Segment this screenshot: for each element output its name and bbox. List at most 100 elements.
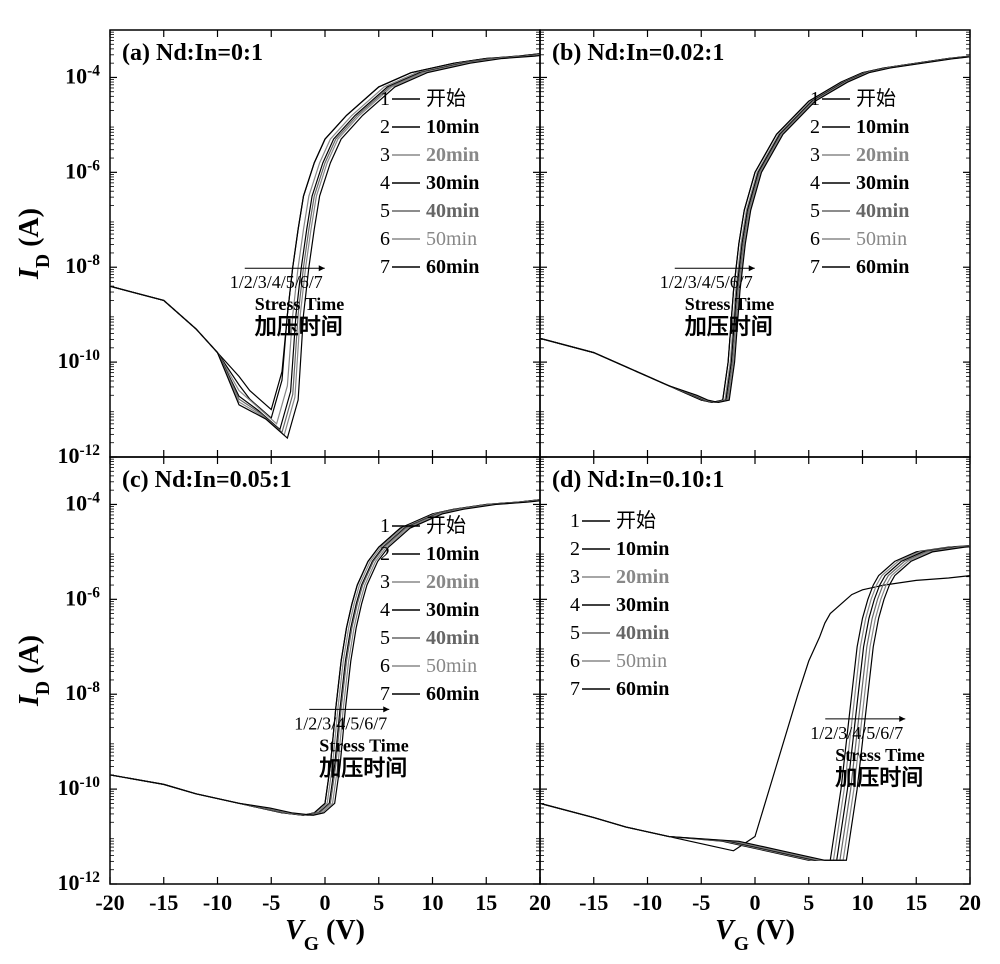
svg-text:1: 1 [380, 515, 390, 537]
svg-text:10-6: 10-6 [65, 157, 100, 184]
svg-text:10-6: 10-6 [65, 584, 100, 611]
series-numbers-label: 1/2/3/4/5/6/7 [810, 723, 903, 743]
legend-item-label: 50min [856, 228, 907, 250]
svg-text:10-10: 10-10 [57, 774, 100, 801]
curve-2 [540, 542, 990, 860]
panel-d-legend: 1开始210min320min430min540min650min760min [570, 509, 669, 700]
panel-b-title: (b) Nd:In=0.02:1 [552, 40, 724, 66]
legend-item-label: 20min [616, 566, 669, 588]
legend-item-label: 10min [426, 543, 479, 565]
svg-text:10-12: 10-12 [57, 442, 100, 469]
svg-text:3: 3 [380, 144, 390, 166]
svg-text:10-10: 10-10 [57, 347, 100, 374]
svg-text:ID (A): ID (A) [14, 208, 54, 280]
svg-text:ID (A): ID (A) [14, 635, 54, 707]
panel-a: 10-1210-1010-810-610-4(a) Nd:In=0:11/2/3… [57, 30, 556, 468]
svg-text:10-4: 10-4 [65, 62, 100, 89]
stress-time-label-cn: 加压时间 [684, 314, 773, 339]
panel-d: -15-10-505101520(d) Nd:In=0.10:11/2/3/4/… [540, 457, 990, 915]
svg-text:10-4: 10-4 [65, 489, 100, 516]
curve-6 [540, 56, 975, 402]
curve-4 [110, 54, 549, 430]
svg-text:6: 6 [380, 655, 390, 677]
legend-item-label: 开始 [426, 87, 466, 110]
legend-item-label: 40min [426, 627, 479, 649]
svg-text:5: 5 [380, 200, 390, 222]
svg-text:6: 6 [810, 228, 820, 250]
legend-item-label: 60min [856, 256, 909, 278]
stress-time-label-cn: 加压时间 [254, 314, 343, 339]
svg-text:-10: -10 [203, 890, 232, 915]
svg-text:15: 15 [905, 890, 927, 915]
panel-c-legend: 1开始210min320min430min540min650min760min [380, 514, 479, 705]
curve-6 [110, 54, 553, 435]
curve-4 [540, 56, 973, 402]
stress-time-label-en: Stress Time [255, 294, 345, 314]
svg-text:4: 4 [380, 172, 390, 194]
svg-text:-5: -5 [262, 890, 280, 915]
legend-item-label: 60min [426, 683, 479, 705]
svg-text:2: 2 [380, 543, 390, 565]
svg-text:-10: -10 [633, 890, 662, 915]
panel-b-legend: 1开始210min320min430min540min650min760min [810, 87, 909, 278]
curve-5 [110, 54, 551, 433]
svg-text:2: 2 [570, 538, 580, 560]
legend-item-label: 40min [426, 200, 479, 222]
svg-text:5: 5 [373, 890, 384, 915]
svg-text:3: 3 [380, 571, 390, 593]
legend-item-label: 30min [616, 594, 669, 616]
svg-text:3: 3 [810, 144, 820, 166]
svg-text:0: 0 [750, 890, 761, 915]
legend-item-label: 30min [426, 599, 479, 621]
svg-text:5: 5 [810, 200, 820, 222]
curve-7 [110, 54, 556, 438]
legend-item-label: 40min [616, 622, 669, 644]
series-numbers-label: 1/2/3/4/5/6/7 [294, 713, 387, 733]
svg-text:2: 2 [810, 116, 820, 138]
panel-c: -20-15-10-50510152010-1210-1010-810-610-… [57, 457, 551, 915]
curve-3 [540, 542, 990, 860]
legend-item-label: 10min [856, 116, 909, 138]
legend-item-label: 60min [616, 678, 669, 700]
series-numbers-label: 1/2/3/4/5/6/7 [230, 272, 323, 292]
y-axis-label: ID (A) [14, 208, 54, 280]
stress-time-label-en: Stress Time [319, 735, 409, 755]
panel-b: (b) Nd:In=0.02:11/2/3/4/5/6/7Stress Time… [540, 30, 976, 457]
svg-text:10-8: 10-8 [65, 679, 100, 706]
curve-6 [540, 542, 990, 860]
svg-text:-15: -15 [579, 890, 608, 915]
legend-item-label: 开始 [856, 87, 896, 110]
svg-text:7: 7 [380, 256, 390, 278]
legend-item-label: 50min [426, 655, 477, 677]
svg-text:5: 5 [803, 890, 814, 915]
svg-text:10-12: 10-12 [57, 869, 100, 896]
svg-text:1: 1 [570, 510, 580, 532]
curve-7 [540, 56, 976, 402]
stress-time-label-cn: 加压时间 [834, 765, 923, 790]
svg-text:7: 7 [570, 678, 580, 700]
svg-text:5: 5 [380, 627, 390, 649]
panel-a-legend: 1开始210min320min430min540min650min760min [380, 87, 479, 278]
svg-text:10: 10 [422, 890, 444, 915]
svg-text:20: 20 [529, 890, 551, 915]
panel-c-title: (c) Nd:In=0.05:1 [122, 467, 292, 493]
panel-d-title: (d) Nd:In=0.10:1 [552, 467, 724, 493]
curve-7 [540, 542, 990, 860]
stress-time-label-en: Stress Time [685, 294, 775, 314]
svg-text:0: 0 [320, 890, 331, 915]
curve-5 [540, 56, 974, 402]
svg-text:4: 4 [810, 172, 820, 194]
svg-text:1: 1 [380, 88, 390, 110]
svg-text:-5: -5 [692, 890, 710, 915]
curve-1 [540, 576, 970, 851]
legend-item-label: 60min [426, 256, 479, 278]
curve-5 [540, 542, 990, 860]
curve-3 [540, 56, 972, 402]
svg-text:7: 7 [380, 683, 390, 705]
panel-a-title: (a) Nd:In=0:1 [122, 40, 263, 66]
legend-item-label: 50min [616, 650, 667, 672]
x-axis-label: VG (V) [285, 915, 365, 954]
legend-item-label: 20min [856, 144, 909, 166]
svg-text:6: 6 [380, 228, 390, 250]
stress-time-label-cn: 加压时间 [318, 755, 407, 780]
